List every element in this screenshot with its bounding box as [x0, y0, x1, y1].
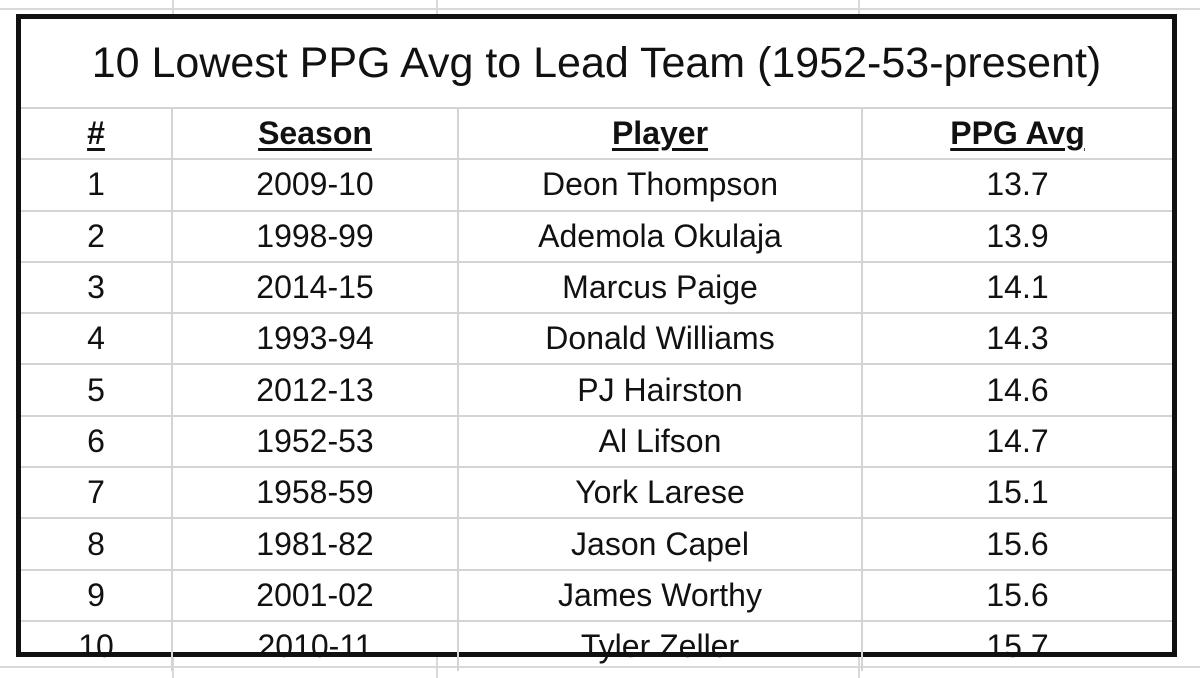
ppg-cell[interactable]: 13.7 [986, 166, 1049, 203]
table-grid: # Season Player PPG Avg 1 2009-10 Deon T… [21, 107, 1172, 672]
rank-cell[interactable]: 4 [21, 314, 173, 364]
ppg-cell[interactable]: 14.3 [986, 320, 1049, 357]
rank-cell[interactable]: 2 [21, 211, 173, 261]
ppg-cell[interactable]: 14.6 [986, 371, 1049, 408]
table-row: 2 1998-99 Ademola Okulaja 13.9 [21, 209, 1172, 261]
player-cell[interactable]: James Worthy [459, 570, 863, 620]
rank-cell[interactable]: 9 [21, 570, 173, 620]
player-cell[interactable]: York Larese [459, 468, 863, 518]
season-cell[interactable]: 2010-11 [173, 621, 459, 672]
season-cell[interactable]: 1958-59 [173, 468, 459, 518]
rank-cell[interactable]: 8 [21, 519, 173, 569]
season-cell[interactable]: 1993-94 [173, 314, 459, 364]
table-row: 6 1952-53 Al Lifson 14.7 [21, 414, 1172, 467]
table-row: 8 1981-82 Jason Capel 15.6 [21, 517, 1172, 569]
ppg-cell[interactable]: 14.1 [986, 269, 1049, 306]
player-cell[interactable]: Deon Thompson [459, 160, 863, 210]
ppg-cell[interactable]: 15.6 [986, 525, 1049, 562]
table-row: 9 2001-02 James Worthy 15.6 [21, 568, 1172, 620]
season-cell[interactable]: 2009-10 [173, 160, 459, 210]
ppg-cell[interactable]: 14.7 [986, 422, 1049, 459]
season-cell[interactable]: 2012-13 [173, 365, 459, 415]
header-season[interactable]: Season [173, 109, 459, 159]
player-cell[interactable]: Ademola Okulaja [459, 211, 863, 261]
player-cell[interactable]: Al Lifson [459, 416, 863, 467]
rank-cell[interactable]: 3 [21, 262, 173, 313]
ppg-cell[interactable]: 15.1 [986, 474, 1049, 511]
player-cell[interactable]: Marcus Paige [459, 262, 863, 313]
table-row: 4 1993-94 Donald Williams 14.3 [21, 312, 1172, 364]
rank-cell[interactable]: 10 [21, 621, 173, 672]
table-row: 3 2014-15 Marcus Paige 14.1 [21, 260, 1172, 313]
ppg-cell[interactable]: 13.9 [986, 217, 1049, 254]
header-ppg[interactable]: PPG Avg [950, 115, 1085, 152]
season-cell[interactable]: 1998-99 [173, 211, 459, 261]
rank-cell[interactable]: 1 [21, 160, 173, 210]
season-cell[interactable]: 2001-02 [173, 570, 459, 620]
rank-cell[interactable]: 6 [21, 416, 173, 467]
table-row: 10 2010-11 Tyler Zeller 15.7 [21, 619, 1172, 672]
table-row: 1 2009-10 Deon Thompson 13.7 [21, 158, 1172, 210]
ppg-leaders-table: 10 Lowest PPG Avg to Lead Team (1952-53-… [16, 14, 1177, 672]
season-cell[interactable]: 2014-15 [173, 262, 459, 313]
table-row: 7 1958-59 York Larese 15.1 [21, 466, 1172, 518]
ppg-cell[interactable]: 15.7 [986, 628, 1049, 665]
header-row: # Season Player PPG Avg [21, 107, 1172, 159]
player-cell[interactable]: Jason Capel [459, 519, 863, 569]
season-cell[interactable]: 1981-82 [173, 519, 459, 569]
rank-cell[interactable]: 5 [21, 365, 173, 415]
ppg-cell[interactable]: 15.6 [986, 576, 1049, 613]
header-rank[interactable]: # [21, 109, 173, 159]
player-cell[interactable]: PJ Hairston [459, 365, 863, 415]
table-row: 5 2012-13 PJ Hairston 14.6 [21, 363, 1172, 415]
season-cell[interactable]: 1952-53 [173, 416, 459, 467]
table-title: 10 Lowest PPG Avg to Lead Team (1952-53-… [91, 39, 1102, 87]
player-cell[interactable]: Tyler Zeller [459, 621, 863, 672]
rank-cell[interactable]: 7 [21, 468, 173, 518]
header-player[interactable]: Player [459, 109, 863, 159]
player-cell[interactable]: Donald Williams [459, 314, 863, 364]
